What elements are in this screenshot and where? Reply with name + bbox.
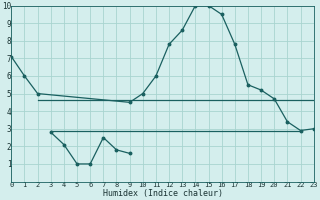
X-axis label: Humidex (Indice chaleur): Humidex (Indice chaleur) xyxy=(102,189,222,198)
